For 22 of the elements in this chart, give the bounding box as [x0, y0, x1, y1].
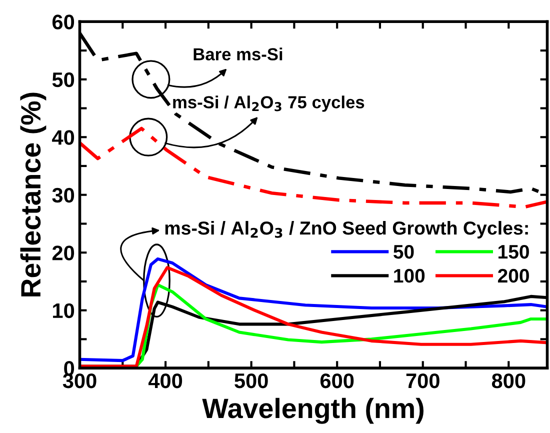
y-tick-label: 50: [52, 72, 74, 88]
annotation: Bare ms-Si: [194, 48, 282, 60]
legend-label: 100: [394, 268, 425, 283]
y-tick-label: 60: [52, 14, 74, 30]
legend-label: 50: [394, 244, 414, 259]
legend-label: 200: [498, 268, 529, 283]
y-tick-label: 40: [52, 130, 74, 145]
legend-title: ms-Si / Al$_{2}$O$_{3}$ / ZnO Seed Growth Cycles:: [165, 220, 528, 238]
x-tick-label: 600: [320, 373, 354, 388]
x-tick-label: 400: [148, 373, 182, 388]
y-tick-label: 30: [52, 188, 74, 203]
y-tick-label: 10: [53, 303, 74, 318]
y-tick-label: 20: [52, 246, 74, 260]
y-axis-title: Reflectance (%): [20, 92, 46, 296]
line-series: [80, 126, 548, 209]
x-axis-title: Wavelength (nm): [202, 398, 424, 424]
x-tick-label: 500: [234, 373, 268, 388]
x-tick-label: 700: [406, 373, 440, 388]
x-tick-label: 300: [62, 373, 96, 388]
annotation: ms-Si / Al$_{2}$O$_{3}$ 75 cycles: [173, 96, 364, 112]
legend-label: 150: [498, 244, 529, 259]
x-tick-label: 800: [492, 373, 526, 388]
